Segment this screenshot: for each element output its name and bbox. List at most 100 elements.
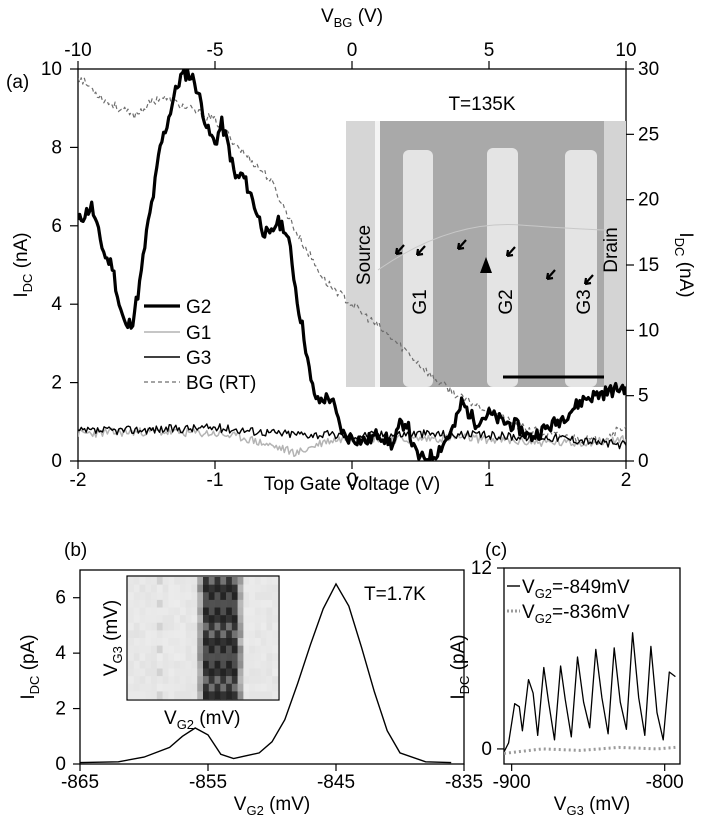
inset-map-cell: [249, 592, 256, 601]
inset-map-cell: [197, 630, 204, 639]
inset-map-cell: [191, 683, 198, 692]
series-g2-line: [78, 69, 626, 461]
inset-map-cell: [162, 638, 169, 646]
inset-map-cell: [197, 607, 204, 616]
inset-map-cell: [179, 676, 186, 685]
inset-map-cell: [191, 622, 198, 631]
x-tick-label: -835: [445, 772, 483, 793]
inset-map-cell: [272, 653, 279, 662]
x-tick-label: -800: [646, 772, 684, 793]
inset-map-cell: [237, 599, 244, 608]
inset-map-cell: [145, 577, 152, 585]
inset-map-cell: [185, 676, 192, 685]
inset-map-cell: [266, 599, 273, 608]
inset-map-cell: [254, 653, 261, 662]
inset-map-cell: [226, 653, 233, 662]
inset-map-cell: [243, 630, 250, 639]
inset-map-cell: [203, 577, 210, 585]
panel-c-ylabel: IDC (pA): [448, 634, 472, 699]
inset-map-cell: [185, 592, 192, 601]
y-tick-label: 6: [51, 216, 62, 237]
panel-b: (b) -865 -855 -845 -835 0 2 4 6 VG3 (mV) VG2 (m…: [18, 540, 483, 818]
inset-map-cell: [191, 645, 198, 654]
inset-map-cell: [145, 630, 152, 639]
inset-map-cell: [128, 630, 135, 639]
inset-map-cell: [226, 577, 233, 585]
inset-map-cell: [185, 599, 192, 608]
inset-map-cell: [249, 676, 256, 685]
inset-map-cell: [254, 599, 261, 608]
inset-map-cell: [139, 691, 146, 700]
inset-map-cell: [249, 660, 256, 669]
inset-map-cell: [191, 653, 198, 662]
inset-map-cell: [133, 676, 140, 685]
inset-map-cell: [156, 599, 163, 608]
inset-map-cells: [128, 577, 279, 700]
inset-map-cell: [214, 653, 221, 662]
inset-map-cell: [272, 584, 279, 593]
inset-map-cell: [203, 668, 210, 677]
inset-map-cell: [208, 630, 215, 639]
inset-map-cell: [139, 630, 146, 639]
inset-map-cell: [128, 638, 135, 646]
y-tick-label: 0: [55, 754, 66, 775]
right-y-tick-label: 15: [638, 255, 659, 276]
inset-map-cell: [168, 592, 175, 601]
inset-map-cell: [128, 691, 135, 700]
inset-map-cell: [243, 584, 250, 593]
inset-map-cell: [162, 653, 169, 662]
panel-b-temperature: T=1.7K: [364, 584, 426, 605]
inset-map-cell: [243, 645, 250, 654]
inset-map-cell: [272, 592, 279, 601]
inset-map-cell: [185, 622, 192, 631]
inset-map-cell: [249, 645, 256, 654]
inset-map-cell: [174, 638, 181, 646]
inset-map-cell: [260, 683, 267, 692]
inset-map-cell: [237, 615, 244, 624]
inset-map-cell: [191, 660, 198, 669]
inset-map-cell: [156, 668, 163, 677]
inset-map-cell: [260, 638, 267, 646]
inset-map-cell: [272, 645, 279, 654]
inset-map-cell: [249, 607, 256, 616]
inset-map-cell: [185, 577, 192, 585]
inset-map-cell: [179, 584, 186, 593]
inset-map-cell: [197, 599, 204, 608]
inset-map-cell: [162, 645, 169, 654]
inset-map-cell: [220, 638, 227, 646]
inset-map-cell: [272, 683, 279, 692]
inset-map-cell: [254, 592, 261, 601]
inset-map-cell: [208, 683, 215, 692]
x-tick-label: -900: [493, 772, 531, 793]
inset-map-cell: [174, 622, 181, 631]
inset-map-cell: [133, 615, 140, 624]
inset-map-cell: [179, 691, 186, 700]
inset-map-cell: [266, 660, 273, 669]
series-bg-line: [78, 77, 626, 446]
inset-map-cell: [203, 676, 210, 685]
right-y-tick-label: 0: [638, 451, 649, 472]
inset-map-cell: [145, 622, 152, 631]
inset-map-cell: [145, 645, 152, 654]
inset-map-cell: [156, 638, 163, 646]
inset-map-cell: [151, 660, 158, 669]
inset-map-cell: [249, 638, 256, 646]
x-tick-label: -845: [317, 772, 355, 793]
inset-map-cell: [145, 607, 152, 616]
top-x-tick-label: 5: [484, 40, 495, 61]
inset-map-cell: [272, 607, 279, 616]
y-tick-label: 6: [55, 588, 66, 609]
inset-map-cell: [156, 577, 163, 585]
inset-map-cell: [133, 638, 140, 646]
inset-map-cell: [168, 607, 175, 616]
inset-map-cell: [174, 592, 181, 601]
inset-map-cell: [174, 660, 181, 669]
inset-map-cell: [133, 653, 140, 662]
inset-map-cell: [260, 577, 267, 585]
inset-map-cell: [128, 668, 135, 677]
inset-map-cell: [128, 645, 135, 654]
x-tick-label: -865: [61, 772, 99, 793]
inset-map-cell: [174, 584, 181, 593]
inset-map-cell: [208, 645, 215, 654]
x-tick-label: -1: [207, 470, 224, 491]
